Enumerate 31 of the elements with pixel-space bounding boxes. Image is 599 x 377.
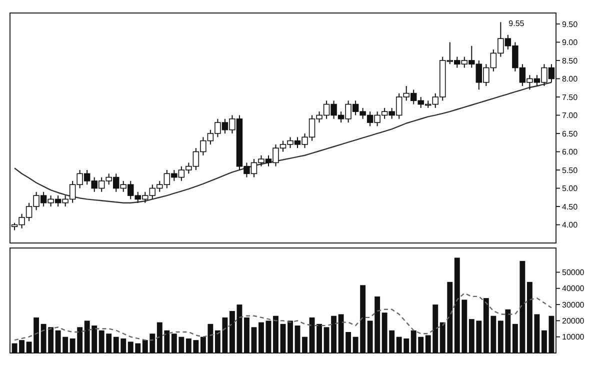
y-tick-label: 7.00 [562,111,578,120]
bar [288,320,293,353]
bar [244,317,250,353]
bar [294,326,300,353]
y-tick-label: 4.00 [562,220,578,230]
bar [273,316,278,353]
bar [266,320,272,353]
bar [309,317,315,353]
y-tick-label: 5.50 [562,166,578,175]
bar [302,336,308,353]
y-tick-label: 40000 [562,284,585,294]
y-tick-label: 8.00 [562,74,578,84]
bar [251,327,257,353]
y-tick-label: 10000 [562,332,585,342]
y-tick-label: 50000 [562,268,585,278]
y-tick-label: 6.50 [562,129,578,138]
line-series [14,292,552,341]
bar [316,324,322,353]
y-tick-label: 5.00 [562,184,578,194]
y-tick-label: 20000 [562,316,585,326]
y-tick-label: 9.50 [562,20,578,29]
line-series [14,82,552,204]
bar [280,324,286,353]
y-tick-label: 9.00 [562,38,578,48]
y-tick-label: 4.50 [562,202,578,212]
y-tick-label: 7.50 [562,92,578,102]
bar [258,322,264,353]
y-tick-label: 8.50 [562,56,578,66]
y-tick-label: 6.00 [562,148,578,157]
annotation: 9.55 [508,19,525,28]
y-tick-label: 30000 [562,300,585,310]
